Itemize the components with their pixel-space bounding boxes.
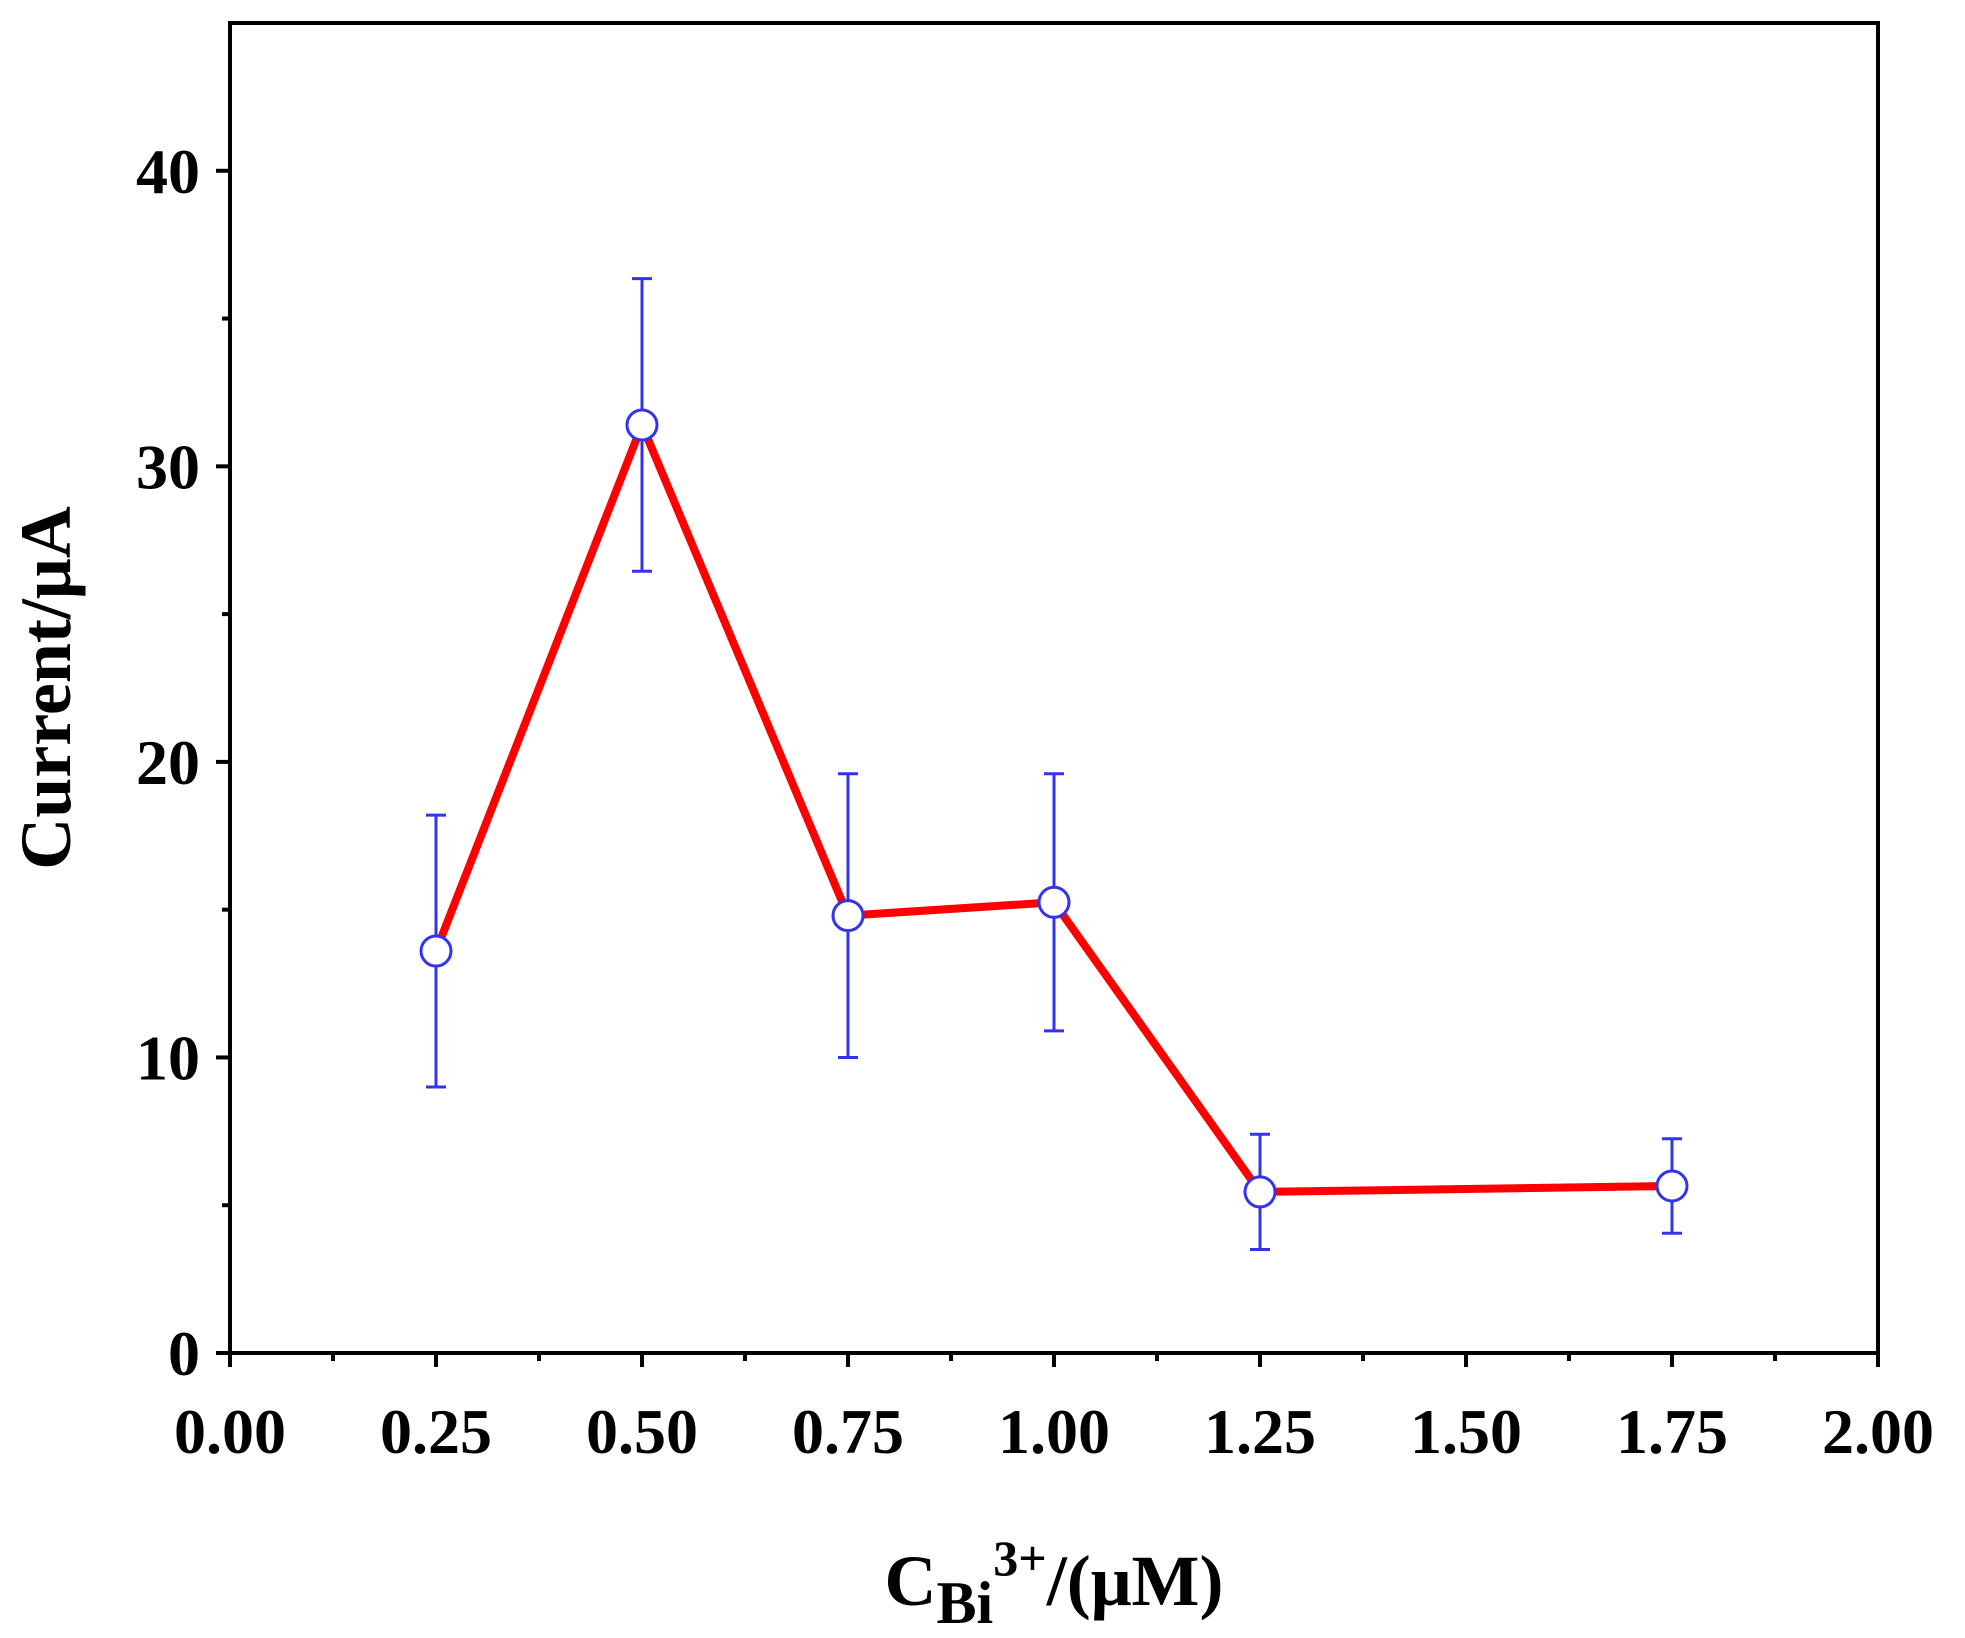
data-point — [419, 934, 453, 968]
x-axis-title-sup: 3+ — [993, 1530, 1047, 1586]
data-point — [625, 408, 659, 442]
x-tick-label: 0.50 — [586, 1396, 698, 1467]
x-axis-title-main: C — [885, 1541, 937, 1621]
plot-frame — [228, 21, 1880, 1355]
data-markers — [419, 408, 1689, 1209]
x-tick-label: 1.00 — [998, 1396, 1110, 1467]
x-axis-title-sub: Bi — [937, 1570, 994, 1636]
data-point — [1243, 1175, 1277, 1209]
y-tick-label: 30 — [136, 431, 200, 502]
y-tick-label: 20 — [136, 727, 200, 798]
data-point — [831, 899, 865, 933]
series-line — [432, 420, 1676, 1196]
y-tick-label: 10 — [136, 1022, 200, 1093]
error-bars — [426, 277, 1682, 1252]
x-tick-label: 1.50 — [1410, 1396, 1522, 1467]
x-axis-title: CBi3+/(μM) — [885, 1530, 1224, 1636]
y-axis: 0 10 20 30 40 — [136, 136, 230, 1389]
x-axis-title-tail: /(μM) — [1046, 1541, 1224, 1621]
x-tick-label: 2.00 — [1822, 1396, 1934, 1467]
x-tick-label: 0.00 — [174, 1396, 286, 1467]
y-tick-label: 0 — [168, 1318, 200, 1389]
x-tick-label: 1.75 — [1616, 1396, 1728, 1467]
x-tick-label: 0.25 — [380, 1396, 492, 1467]
data-point — [1037, 885, 1071, 919]
x-axis: 0.00 0.25 0.50 0.75 1.00 1.25 1.50 1.75 2.00 — [174, 1353, 1934, 1467]
x-tick-label: 1.25 — [1204, 1396, 1316, 1467]
data-point — [1655, 1169, 1689, 1203]
y-tick-label: 40 — [136, 136, 200, 207]
y-axis-title: Current/μA — [6, 506, 86, 869]
x-tick-label: 0.75 — [792, 1396, 904, 1467]
